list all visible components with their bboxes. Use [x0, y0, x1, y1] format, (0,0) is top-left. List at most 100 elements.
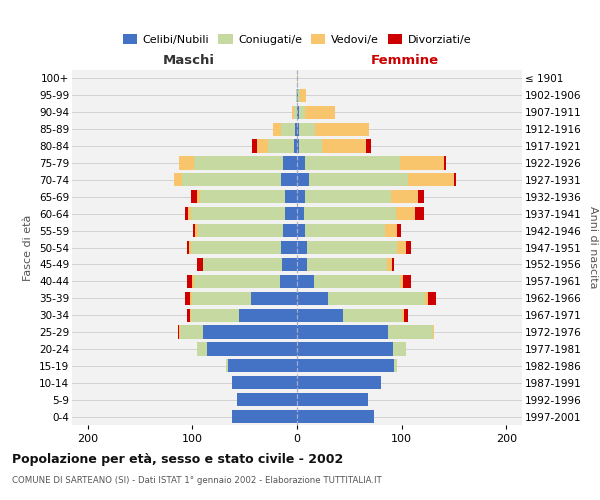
Bar	[187, 274, 193, 288]
Bar	[273, 122, 281, 136]
Bar	[322, 140, 366, 152]
Bar	[178, 326, 179, 338]
Bar	[226, 359, 228, 372]
Bar	[297, 156, 305, 170]
Bar	[397, 207, 415, 220]
Bar	[314, 274, 400, 288]
Bar	[297, 224, 305, 237]
Bar	[343, 308, 401, 322]
Bar	[308, 174, 408, 186]
Bar	[393, 342, 406, 355]
Text: Popolazione per età, sesso e stato civile - 2002: Popolazione per età, sesso e stato civil…	[12, 452, 343, 466]
Y-axis label: Anni di nascita: Anni di nascita	[588, 206, 598, 289]
Bar	[418, 190, 424, 203]
Bar	[296, 89, 297, 102]
Bar	[193, 224, 196, 237]
Bar	[283, 258, 297, 271]
Bar	[307, 241, 397, 254]
Bar	[297, 342, 393, 355]
Bar	[257, 140, 268, 152]
Bar	[401, 308, 404, 322]
Bar	[190, 292, 193, 305]
Bar	[283, 224, 297, 237]
Bar	[251, 292, 297, 305]
Bar	[328, 292, 425, 305]
Text: COMUNE DI SARTEANO (SI) - Dati ISTAT 1° gennaio 2002 - Elaborazione TUTTITALIA.I: COMUNE DI SARTEANO (SI) - Dati ISTAT 1° …	[12, 476, 382, 485]
Bar	[292, 106, 294, 119]
Bar	[387, 258, 392, 271]
Bar	[404, 308, 408, 322]
Bar	[305, 106, 335, 119]
Bar	[252, 140, 257, 152]
Bar	[203, 258, 283, 271]
Bar	[425, 292, 428, 305]
Bar	[297, 308, 343, 322]
Bar	[366, 140, 371, 152]
Bar	[185, 292, 190, 305]
Bar	[299, 106, 305, 119]
Bar	[297, 122, 299, 136]
Bar	[297, 292, 328, 305]
Bar	[297, 393, 368, 406]
Bar	[297, 89, 298, 102]
Bar	[294, 140, 297, 152]
Bar	[191, 308, 239, 322]
Bar	[281, 122, 295, 136]
Bar	[400, 274, 403, 288]
Bar	[394, 359, 397, 372]
Bar	[286, 190, 297, 203]
Bar	[297, 326, 388, 338]
Bar	[286, 207, 297, 220]
Bar	[297, 274, 314, 288]
Bar	[297, 359, 394, 372]
Bar	[189, 241, 191, 254]
Bar	[397, 241, 406, 254]
Text: Femmine: Femmine	[371, 54, 439, 66]
Bar	[297, 140, 299, 152]
Bar	[232, 376, 297, 390]
Bar	[400, 156, 443, 170]
Bar	[179, 326, 180, 338]
Bar	[295, 122, 297, 136]
Text: Maschi: Maschi	[163, 54, 215, 66]
Bar	[385, 224, 397, 237]
Bar	[297, 241, 307, 254]
Bar	[305, 156, 400, 170]
Bar	[190, 308, 191, 322]
Bar	[397, 224, 401, 237]
Bar	[297, 376, 381, 390]
Bar	[197, 342, 207, 355]
Bar	[173, 174, 182, 186]
Bar	[392, 258, 394, 271]
Bar	[415, 207, 424, 220]
Bar	[297, 72, 298, 85]
Bar	[238, 393, 297, 406]
Bar	[280, 274, 297, 288]
Bar	[228, 359, 297, 372]
Bar	[443, 156, 446, 170]
Bar	[187, 241, 189, 254]
Bar	[305, 190, 391, 203]
Bar	[297, 207, 304, 220]
Bar	[182, 174, 281, 186]
Bar	[193, 274, 194, 288]
Bar	[388, 326, 433, 338]
Y-axis label: Fasce di età: Fasce di età	[23, 214, 34, 280]
Bar	[194, 274, 280, 288]
Bar	[300, 89, 307, 102]
Bar	[268, 140, 294, 152]
Bar	[283, 156, 297, 170]
Bar	[428, 292, 436, 305]
Bar	[187, 308, 190, 322]
Bar	[403, 274, 411, 288]
Bar	[191, 207, 286, 220]
Bar	[406, 241, 411, 254]
Legend: Celibi/Nubili, Coniugati/e, Vedovi/e, Divorziati/e: Celibi/Nubili, Coniugati/e, Vedovi/e, Di…	[118, 30, 476, 49]
Bar	[454, 174, 456, 186]
Bar	[200, 190, 286, 203]
Bar	[433, 326, 434, 338]
Bar	[315, 122, 369, 136]
Bar	[299, 122, 315, 136]
Bar	[180, 326, 203, 338]
Bar	[297, 410, 374, 423]
